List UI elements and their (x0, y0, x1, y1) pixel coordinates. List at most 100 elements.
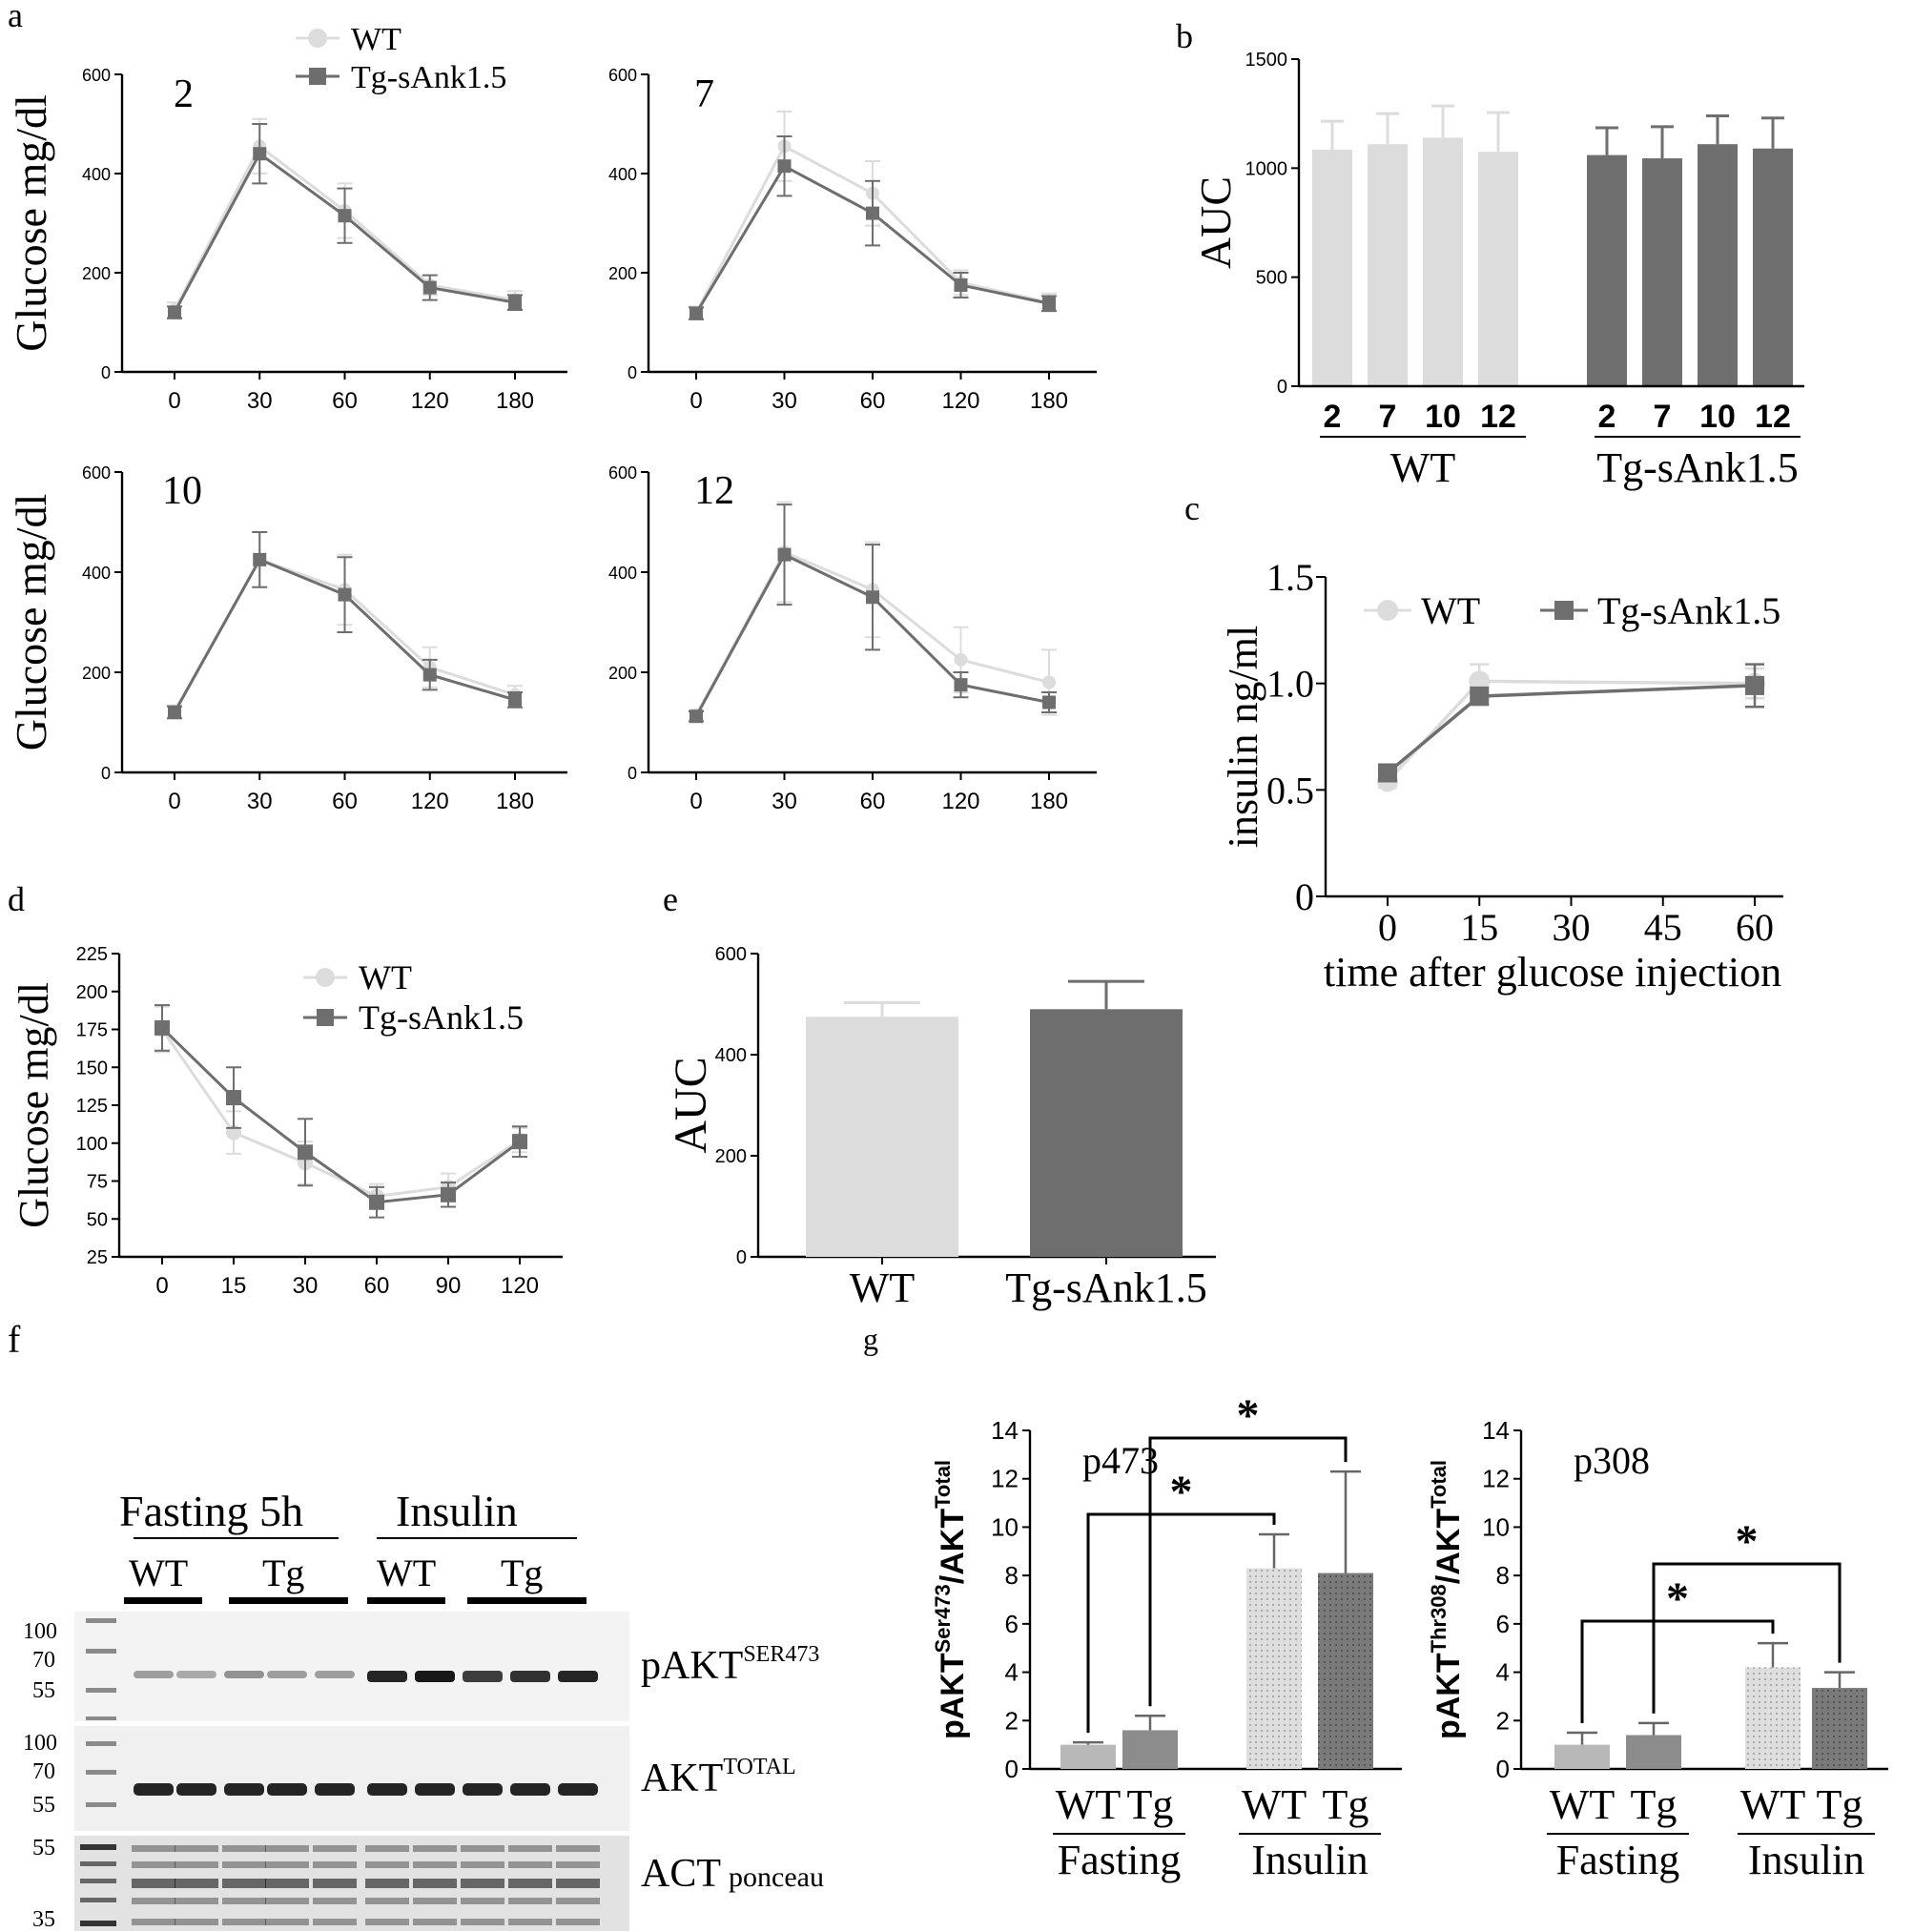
band-ponceau (222, 1919, 266, 1925)
x-tick-label: 120 (411, 388, 449, 414)
band-ponceau (365, 1861, 409, 1868)
band-ponceau (313, 1861, 357, 1868)
x-tick-label: 0 (168, 789, 180, 814)
y-tick-label: 200 (82, 264, 111, 283)
x-tick-label: 60 (860, 789, 886, 814)
x-tick-label: 0 (689, 388, 702, 414)
blot-marker-100: 100 (23, 1619, 57, 1644)
blot-marker-55: 55 (32, 1678, 55, 1703)
chart-d-6: 25 50 75 100 125 150 175 200 225 0 15 30 60 90 120 Gluc… (10, 944, 563, 1299)
band-ponceau (175, 1898, 218, 1904)
y-tick-label: 2 (1496, 1706, 1510, 1735)
band-ponceau (556, 1861, 600, 1868)
chart-e: 0 200 400 600 AUC WT Tg-sAnk1.5 (666, 944, 1216, 1311)
band-ponceau (556, 1845, 600, 1852)
data-point-wt (1042, 675, 1056, 689)
data-point-tg (422, 280, 437, 295)
y-tick-label: 14 (1482, 1416, 1510, 1445)
x-tick-label: 60 (364, 1273, 390, 1299)
y-axis-label: AUC (666, 1057, 716, 1153)
data-point-tg (508, 296, 522, 310)
band-pakt (510, 1671, 550, 1682)
y-tick-label: 400 (82, 564, 111, 583)
band-pakt (176, 1671, 216, 1678)
y-axis-label: Glucose mg/dl (7, 94, 55, 352)
blot-group-label-fasting: Fasting 5h (119, 1487, 303, 1535)
x-tick-label: 120 (411, 789, 449, 814)
x-tick-label: 10 (1425, 399, 1461, 435)
x-tick-label: Tg (1817, 1781, 1863, 1828)
blot-lane-label-wt-1: WT (129, 1552, 188, 1594)
x-tick-label: 7 (1379, 399, 1397, 435)
x-tick-label: 12 (1755, 399, 1791, 435)
x-tick-label: 30 (247, 789, 273, 814)
band-ponceau (222, 1898, 266, 1904)
significance-star: * (1736, 1516, 1759, 1567)
y-tick-label: 600 (715, 944, 747, 965)
series-line-tg (160, 1026, 521, 1204)
band-ponceau (508, 1879, 552, 1888)
chart-a-2: 0 200 400 600 0 30 60 120 180 Glucose mg/dl 10 (7, 463, 567, 814)
bar (1554, 1744, 1610, 1769)
panel-label-g: g (863, 1322, 878, 1356)
y-tick-label: 4 (1496, 1658, 1510, 1687)
x-tick-label: 180 (1030, 789, 1068, 814)
western-blot: Fasting 5h Insulin WT Tg WT Tg (23, 1487, 824, 1932)
x-tick-label: 60 (332, 388, 358, 414)
band-ponceau (265, 1861, 309, 1868)
data-point-tg (508, 692, 522, 707)
y-tick-label: 125 (76, 1096, 108, 1117)
y-tick-label: 10 (1482, 1512, 1510, 1541)
band-ponceau (556, 1919, 600, 1925)
chart-c: 0 0.5 1.0 1.5 0 15 30 45 60 insulin ng/ml time aft… (1220, 556, 1783, 996)
x-tick-label: 15 (1460, 906, 1498, 949)
x-tick-label: 180 (1030, 388, 1068, 414)
band-pakt (134, 1671, 174, 1678)
y-tick-label: 0.5 (1266, 769, 1314, 812)
bar (1698, 144, 1738, 386)
panel-label-b: b (1176, 17, 1193, 55)
data-point-tg (1378, 763, 1397, 783)
band-akt (134, 1783, 174, 1796)
band-ponceau (413, 1861, 457, 1868)
group-label: Tg-sAnk1.5 (1596, 444, 1798, 491)
inset-label: 2 (174, 72, 194, 116)
blot-ladder (80, 1618, 116, 1926)
inset-label: 10 (162, 469, 202, 513)
panel-label-a: a (8, 0, 23, 34)
y-tick-label: 225 (76, 944, 108, 965)
legend-marker-tg (1554, 601, 1574, 620)
series-line-wt (160, 1028, 521, 1198)
blot-marker-55: 55 (32, 1836, 55, 1860)
inset-label: 7 (694, 72, 714, 116)
blot-row-label-pakt: pAKTSER473 (641, 1642, 819, 1688)
y-axis-label: pAKTThr308/AKTTotal (1427, 1460, 1467, 1739)
x-tick-label: 180 (496, 388, 534, 414)
x-tick-label: 7 (1654, 399, 1672, 435)
band-ponceau (132, 1898, 175, 1904)
y-tick-label: 400 (608, 165, 637, 184)
panel-label-f: f (8, 1318, 21, 1361)
band-ponceau (265, 1919, 309, 1925)
y-tick-label: 0 (1277, 377, 1287, 398)
y-tick-label: 8 (1496, 1561, 1510, 1590)
bar (1246, 1568, 1302, 1769)
legend-marker-wt (1377, 600, 1398, 621)
panel-label-e: e (663, 880, 678, 918)
y-tick-label: 2 (1005, 1706, 1019, 1735)
blot-row-label-akt: AKTTOTAL (641, 1755, 796, 1800)
band-ponceau (313, 1845, 357, 1852)
legend-label: WT (351, 22, 401, 57)
legend-label: WT (359, 958, 412, 997)
bar (1030, 1009, 1183, 1257)
x-tick-label: 90 (436, 1273, 462, 1299)
band-ponceau (413, 1898, 457, 1904)
data-point-tg (338, 209, 352, 223)
band-ponceau (365, 1845, 409, 1852)
y-axis-label: Glucose mg/dl (7, 494, 55, 751)
data-point-tg (512, 1134, 527, 1150)
bar (1753, 148, 1793, 386)
